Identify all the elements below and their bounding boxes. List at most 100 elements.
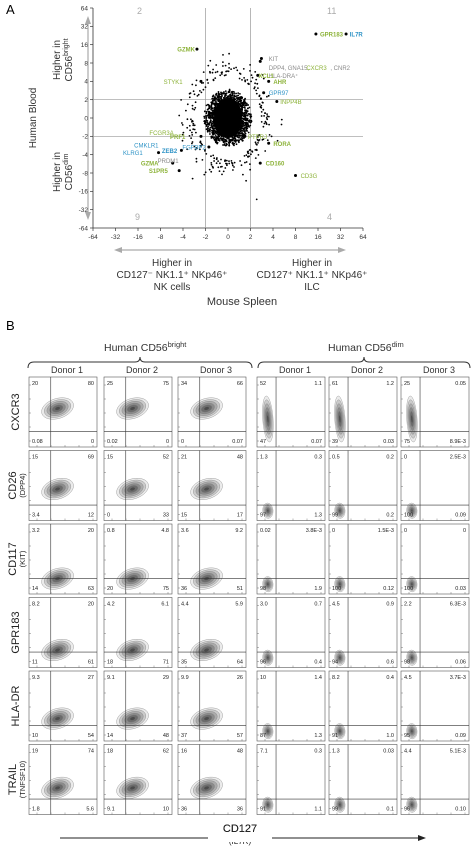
quadrant-value-ur: 6.3E-3 [450, 602, 466, 608]
scatter-point [227, 90, 230, 93]
panel-b-x-axis-title-front: CD127 [223, 823, 257, 835]
scatter-point [255, 78, 258, 81]
quadrant-value-ul: 3.0 [260, 602, 268, 608]
scatter-point [212, 131, 215, 134]
quadrant-value-ur: 20 [88, 528, 94, 534]
flow-plot-cell: 0.02 3.8E-3 98 1.9 [256, 523, 326, 595]
scatter-point [228, 144, 231, 147]
scatter-point [260, 104, 263, 107]
scatter-point [222, 54, 224, 56]
quadrant-value-lr: 0 [166, 439, 169, 445]
scatter-point [231, 94, 234, 97]
row-label: GPR183 [10, 611, 22, 653]
scatter-point [205, 119, 208, 122]
gene-label: IL7R [350, 32, 364, 38]
x-left-label-3: NK cells [154, 282, 191, 293]
quadrant-value-ll: 97 [260, 513, 266, 519]
x-axis-title: Mouse Spleen [207, 296, 277, 308]
scatter-point [214, 134, 217, 137]
scatter-point [249, 70, 251, 72]
scatter-point [207, 103, 209, 106]
gene-label: AHR [273, 80, 287, 86]
scatter-point [207, 82, 210, 84]
quadrant-value-ur: 0.2 [386, 455, 394, 461]
scatter-point [258, 95, 261, 98]
scatter-point [204, 171, 207, 174]
quadrant-value-ll: 91 [260, 807, 266, 813]
scatter-point [231, 164, 234, 167]
scatter-point [214, 97, 217, 100]
quadrant-value-lr: 71 [163, 660, 169, 666]
scatter-point [192, 122, 195, 125]
scatter-point [232, 96, 234, 99]
flow-plot-cell: 61 1.2 39 0.03 [328, 376, 398, 448]
scatter-point [180, 99, 183, 101]
scatter-point [235, 95, 238, 97]
scatter-point [235, 66, 238, 69]
scatter-point [239, 138, 242, 141]
quadrant-value-ur: 1.1 [314, 381, 322, 387]
scatter-point [204, 110, 206, 113]
quadrant-value-ur: 1.5E-3 [378, 528, 394, 534]
flow-plot-cell: 20 80 0.08 0 [28, 376, 98, 448]
quadrant-value-ll: 14 [107, 733, 113, 739]
scatter-point [256, 82, 259, 85]
flow-plot-cell: 9.1 29 14 48 [103, 670, 173, 742]
quadrant-value-ur: 3.8E-3 [306, 528, 322, 534]
gene-label: GZMK [177, 48, 195, 54]
x-right-label: Higher in [292, 258, 332, 269]
scatter-point [221, 173, 223, 176]
scatter-point [218, 139, 221, 142]
scatter-point [191, 107, 194, 110]
scatter-point [230, 160, 233, 162]
quadrant-value-ul: 8.2 [332, 675, 340, 681]
scatter-point [210, 155, 212, 158]
row-sublabel: (KIT) [18, 550, 27, 567]
scatter-point [223, 74, 226, 77]
scatter-point [241, 125, 244, 128]
quadrant-value-ul: 25 [107, 381, 113, 387]
scatter-point [191, 83, 194, 86]
scatter-point [250, 120, 253, 123]
scatter-point [206, 130, 209, 133]
quadrant-value-ll: 96 [404, 807, 410, 813]
scatter-point [231, 90, 234, 93]
gene-label: ZEB2 [162, 149, 178, 155]
scatter-point [249, 115, 252, 118]
scatter-point [205, 112, 208, 115]
scatter-point [224, 64, 227, 67]
scatter-point [216, 70, 219, 73]
scatter-point [250, 80, 253, 83]
scatter-point [203, 117, 206, 119]
scatter-point [212, 117, 215, 120]
quadrant-value-ul: 0 [404, 528, 407, 534]
scatter-point [220, 98, 223, 100]
contour-level [338, 729, 341, 733]
scatter-point [264, 150, 267, 152]
scatter-point [227, 138, 230, 140]
quadrant-value-ur: 4.8 [161, 528, 169, 534]
scatter-point [245, 154, 248, 157]
scatter-point [241, 137, 244, 140]
scatter-point [248, 126, 251, 128]
quadrant-value-ur: 3.7E-3 [450, 675, 466, 681]
quadrant-value-lr: 61 [88, 660, 94, 666]
highlighted-point [199, 134, 203, 138]
scatter-point [206, 121, 208, 124]
y-tick-label: -8 [82, 170, 88, 177]
scatter-point [205, 153, 208, 155]
scatter-point [197, 93, 200, 96]
flow-plot-cell: 0.5 0.2 99 0.2 [328, 450, 398, 521]
scatter-point [186, 148, 189, 151]
quadrant-value-ur: 0.9 [386, 602, 394, 608]
scatter-point [242, 173, 244, 176]
quadrant-value-ll: 94 [332, 660, 338, 666]
quadrant-count-top-right: 11 [327, 6, 336, 16]
scatter-point [240, 132, 242, 135]
panel-b-x-axis-title: CD127 [223, 823, 257, 835]
quadrant-count-top-left: 2 [137, 6, 142, 16]
scatter-point [222, 144, 224, 146]
scatter-point [230, 96, 232, 98]
scatter-point [192, 90, 195, 93]
quadrant-value-ur: 1.4 [314, 675, 322, 681]
